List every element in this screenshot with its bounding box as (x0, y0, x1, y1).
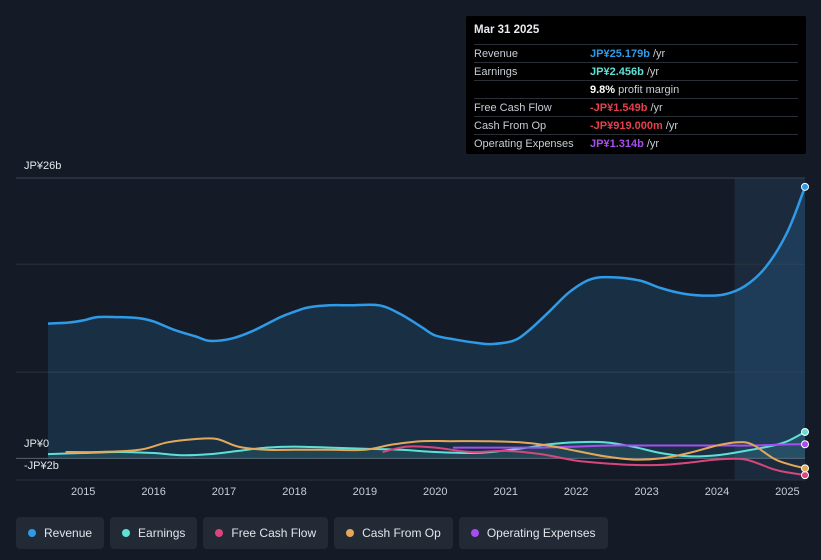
tooltip-row: Earnings JP¥2.456b/yr (474, 62, 798, 80)
tooltip-row-value: JP¥1.314b (590, 137, 644, 150)
x-tick-label: 2019 (353, 486, 377, 498)
legend-dot-icon (122, 529, 131, 537)
tooltip-row-unit: /yr (646, 65, 660, 78)
x-tick-label: 2024 (705, 486, 729, 498)
tooltip-row-label: Revenue (474, 47, 519, 60)
legend-dot-icon (470, 529, 479, 537)
tooltip-row-value: JP¥2.456b (590, 65, 644, 78)
x-tick-label: 2016 (141, 486, 165, 498)
legend-label: Free Cash Flow (231, 526, 317, 540)
tooltip-row: Free Cash Flow -JP¥1.549b/yr (474, 98, 798, 116)
tooltip-row-label: Free Cash Flow (474, 101, 552, 114)
legend-dot-icon (346, 529, 355, 537)
x-tick-label: 2021 (493, 486, 517, 498)
tooltip-row-label: Earnings (474, 65, 518, 78)
revenue-area (48, 186, 805, 459)
tooltip-row-value: 9.8% (590, 83, 616, 96)
tooltip-row-unit: /yr (652, 47, 666, 60)
legend-label: Revenue (44, 526, 93, 540)
x-tick-label: 2018 (282, 486, 306, 498)
tooltip-row-label: Cash From Op (474, 119, 547, 132)
tooltip-row-unit: /yr (665, 119, 679, 132)
cash-from-op-line (65, 437, 806, 470)
x-tick-label: 2022 (564, 486, 588, 498)
legend-label: Operating Expenses (486, 526, 596, 540)
tooltip-row-value: -JP¥1.549b (590, 101, 648, 114)
y-label-top: JP¥26b (24, 160, 62, 172)
legend-item[interactable]: Earnings (110, 517, 198, 549)
operating-expenses-end-point (801, 440, 809, 449)
x-tick-label: 2020 (423, 486, 447, 498)
legend-dot-icon (28, 529, 36, 537)
legend-label: Cash From Op (362, 526, 441, 540)
tooltip-row-unit: /yr (650, 101, 663, 114)
cash-from-op-end-point (801, 464, 809, 473)
legend-label: Earnings (138, 526, 186, 540)
legend-item[interactable]: Revenue (16, 517, 105, 549)
tooltip-row: Cash From Op -JP¥919.000m/yr (474, 116, 798, 134)
legend-item[interactable]: Operating Expenses (458, 517, 608, 549)
earnings-end-point (801, 427, 809, 436)
tooltip-row-label: Operating Expenses (474, 137, 574, 150)
tooltip-panel: Mar 31 2025 Revenue JP¥25.179b/yr Earnings… (466, 16, 806, 154)
tooltip-row-value: JP¥25.179b (590, 47, 650, 60)
revenue-line (47, 186, 807, 346)
operating-expenses-line (452, 443, 806, 449)
highlight-band (734, 178, 805, 480)
tooltip-row: Operating Expenses JP¥1.314b/yr (474, 134, 798, 152)
legend-item[interactable]: Free Cash Flow (203, 517, 329, 549)
tooltip-row: 9.8% profit margin (474, 80, 798, 98)
legend: Revenue Earnings Free Cash Flow Cash From O… (16, 517, 608, 549)
tooltip-row-unit: profit margin (618, 83, 680, 96)
tooltip-row-unit: /yr (646, 137, 660, 150)
y-label-bottom: -JP¥2b (24, 460, 59, 472)
tooltip-row: Revenue JP¥25.179b/yr (474, 44, 798, 62)
tooltip-row-value: -JP¥919.000m (590, 119, 663, 132)
tooltip-date: Mar 31 2025 (474, 24, 540, 36)
free-cash-flow-end-point (801, 471, 809, 480)
y-label-zero: JP¥0 (24, 438, 50, 450)
x-tick-label: 2025 (775, 486, 799, 498)
x-tick-label: 2023 (634, 486, 658, 498)
legend-dot-icon (215, 529, 224, 537)
x-tick-label: 2015 (71, 486, 95, 498)
chart: 2015 2016 2017 2018 2019 2020 2021 2022 2023 2024… (16, 177, 809, 498)
x-tick-label: 2017 (212, 486, 236, 498)
revenue-end-point (801, 182, 809, 191)
free-cash-flow-line (382, 445, 806, 477)
legend-item[interactable]: Cash From Op (334, 517, 453, 549)
